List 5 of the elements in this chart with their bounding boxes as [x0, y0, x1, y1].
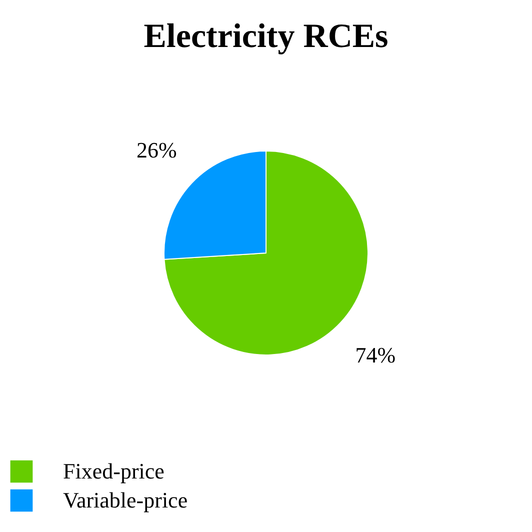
legend-label: Fixed-price [63, 458, 164, 484]
chart-title: Electricity RCEs [144, 18, 388, 55]
legend-label: Variable-price [63, 488, 188, 512]
data-label: 26% [136, 137, 177, 162]
data-label: 74% [355, 342, 396, 368]
